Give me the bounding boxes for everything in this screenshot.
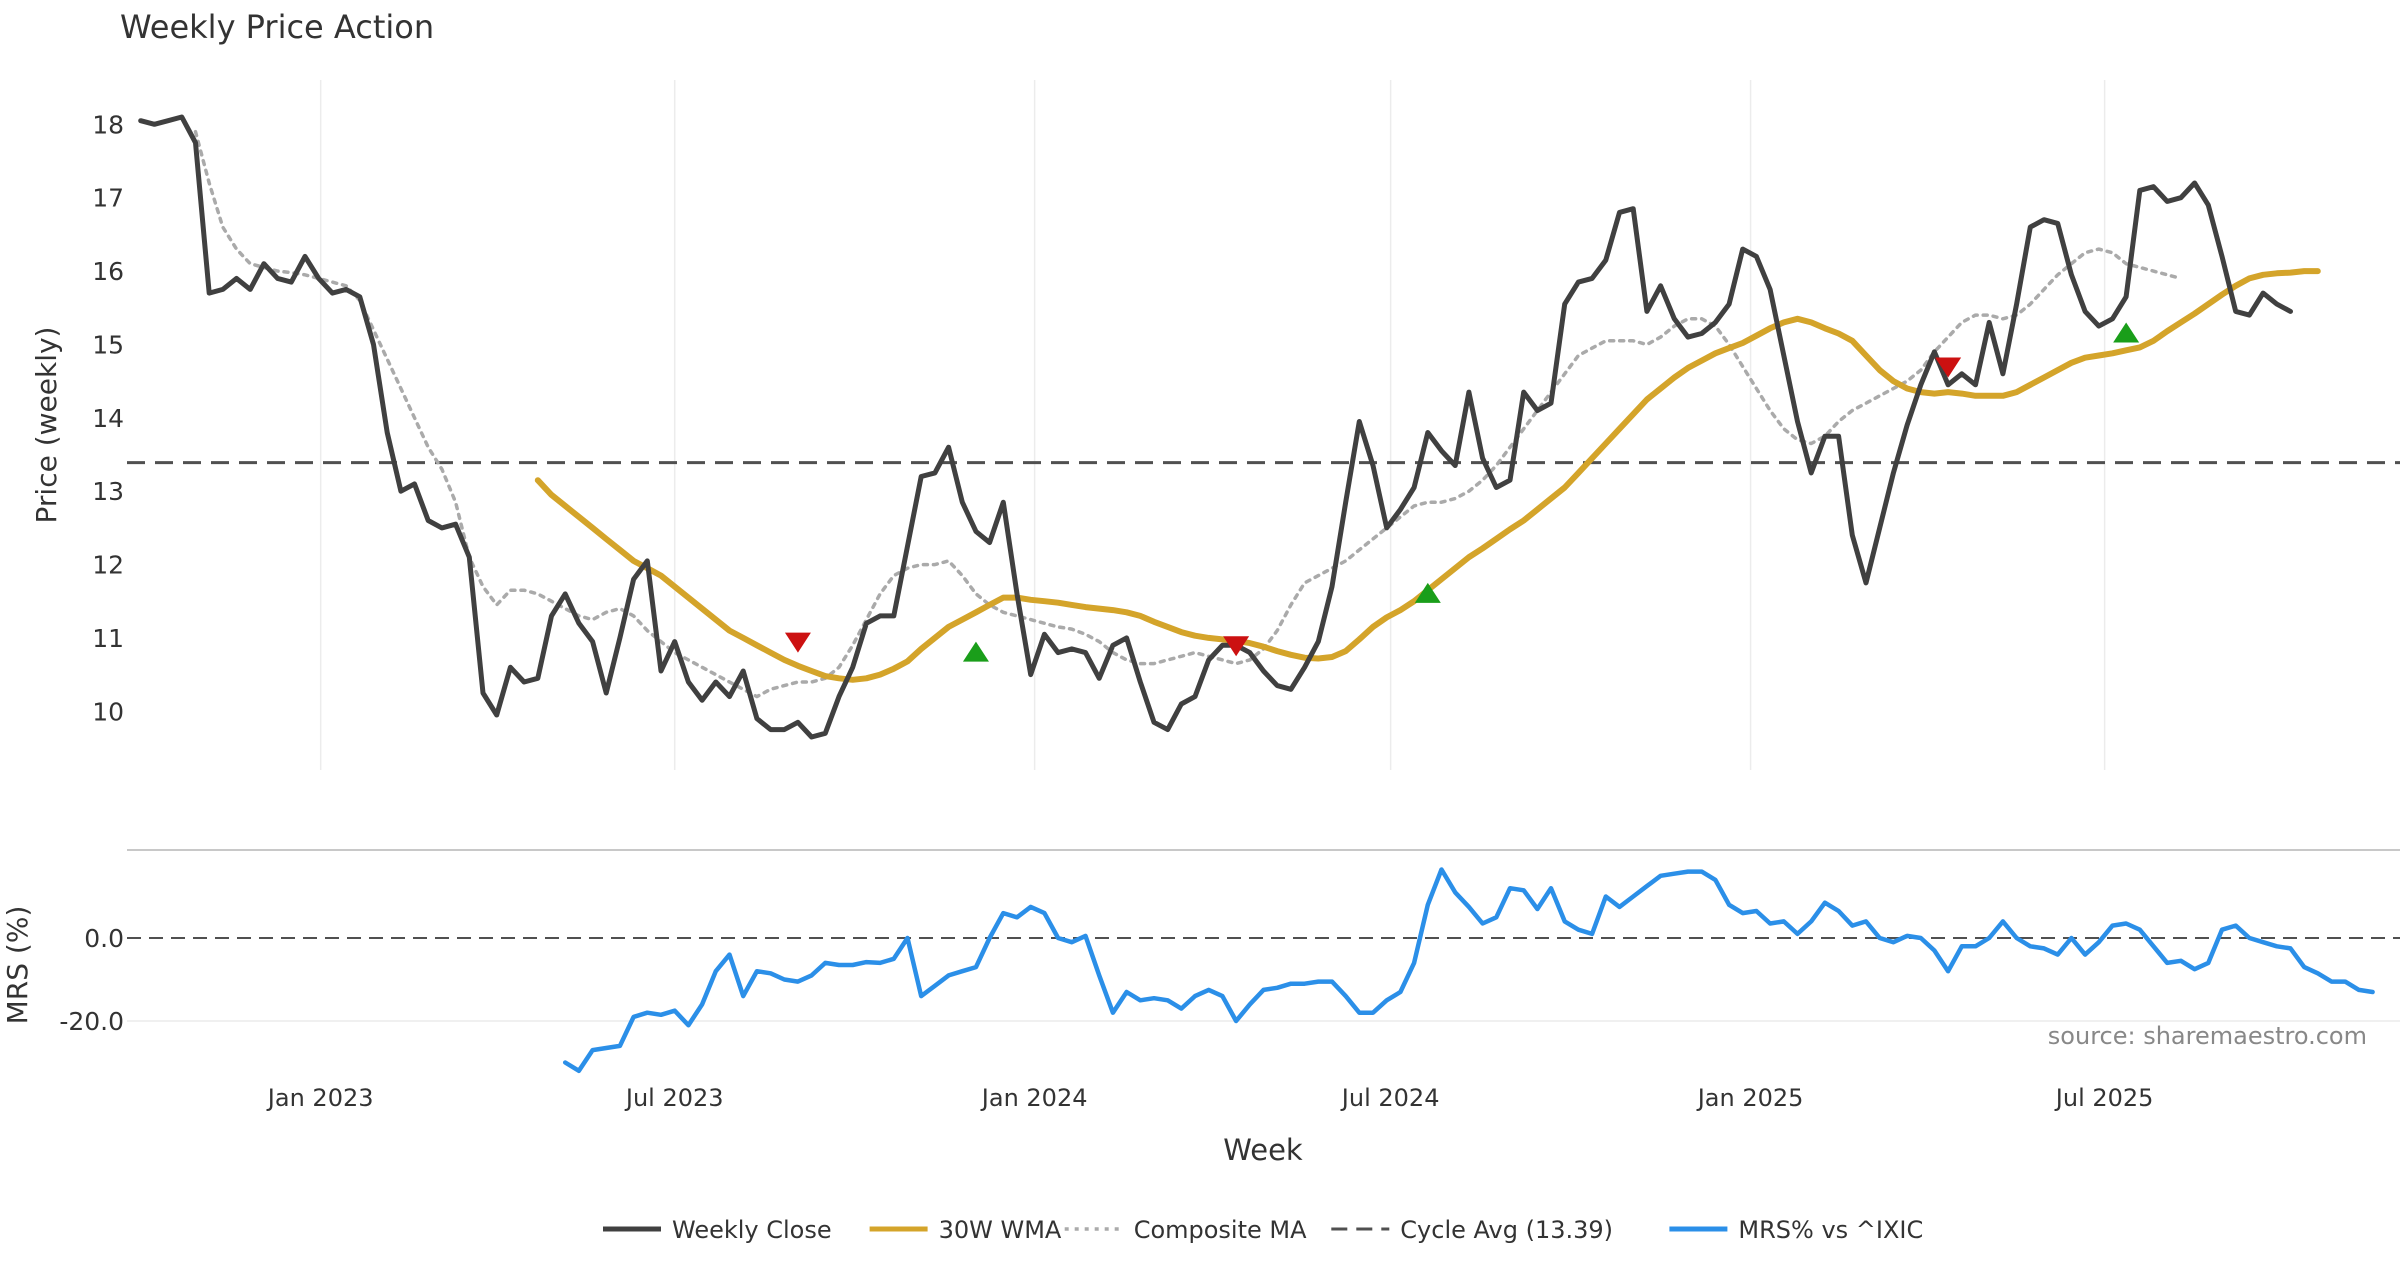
x-axis-label: Week <box>1223 1133 1303 1167</box>
vertical-grid <box>319 80 2106 770</box>
mrs-y-tick-label: 0.0 <box>84 924 124 953</box>
composite-ma-line <box>193 129 2183 699</box>
price-y-tick-label: 14 <box>92 404 124 433</box>
30w-wma-line <box>534 268 2321 683</box>
mrs-vs-ixic-line <box>562 867 2375 1074</box>
legend-label-30w-wma: 30W WMA <box>939 1216 1062 1244</box>
buy-signal-marker <box>962 641 989 662</box>
legend-label-composite-ma: Composite MA <box>1134 1216 1307 1244</box>
legend-label-cycle-avg-13-39: Cycle Avg (13.39) <box>1400 1216 1613 1244</box>
price-y-tick-label: 11 <box>92 624 124 653</box>
x-tick-label: Jul 2023 <box>624 1084 724 1112</box>
x-axis: Jan 2023 Jul 2023 Jan 2024 Jul 2024 Jan 2025… <box>266 1084 2154 1112</box>
source-annotation: source: sharemaestro.com <box>2048 1022 2367 1050</box>
chart-title: Weekly Price Action <box>120 8 434 46</box>
sell-signal-marker <box>1935 357 1962 378</box>
price-y-tick-label: 10 <box>92 697 124 726</box>
price-y-axis: 10 11 12 13 14 15 16 17 18 <box>92 110 124 726</box>
price-y-axis-label: Price (weekly) <box>30 327 63 524</box>
buy-signal-marker <box>1414 582 1441 603</box>
buy-signal-marker <box>2113 322 2140 343</box>
mrs-y-axis-label: MRS (%) <box>1 906 34 1025</box>
x-tick-label: Jul 2025 <box>2054 1084 2154 1112</box>
x-tick-label: Jan 2023 <box>266 1084 374 1112</box>
price-y-tick-label: 17 <box>92 184 124 213</box>
legend-label-weekly-close: Weekly Close <box>672 1216 832 1244</box>
weekly-close-line <box>138 114 2293 740</box>
x-tick-label: Jan 2024 <box>980 1084 1088 1112</box>
x-tick-label: Jul 2024 <box>1340 1084 1440 1112</box>
legend-label-mrs-vs-ixic: MRS% vs ^IXIC <box>1738 1216 1923 1244</box>
price-y-tick-label: 13 <box>92 477 124 506</box>
price-y-tick-label: 15 <box>92 330 124 359</box>
sell-signal-marker <box>784 632 811 653</box>
price-y-tick-label: 12 <box>92 551 124 580</box>
price-y-tick-label: 16 <box>92 257 124 286</box>
signal-markers <box>784 322 2140 662</box>
sell-signal-marker <box>1223 636 1250 657</box>
legend: Weekly Close 30W WMA Composite MA Cycle Avg… <box>603 1216 1923 1244</box>
series-lines <box>138 114 2375 1074</box>
x-tick-label: Jan 2025 <box>1696 1084 1804 1112</box>
mrs-y-axis: 0.0 -20.0 <box>59 924 2400 1036</box>
mrs-y-tick-label: -20.0 <box>59 1007 124 1036</box>
price-y-tick-label: 18 <box>92 110 124 139</box>
